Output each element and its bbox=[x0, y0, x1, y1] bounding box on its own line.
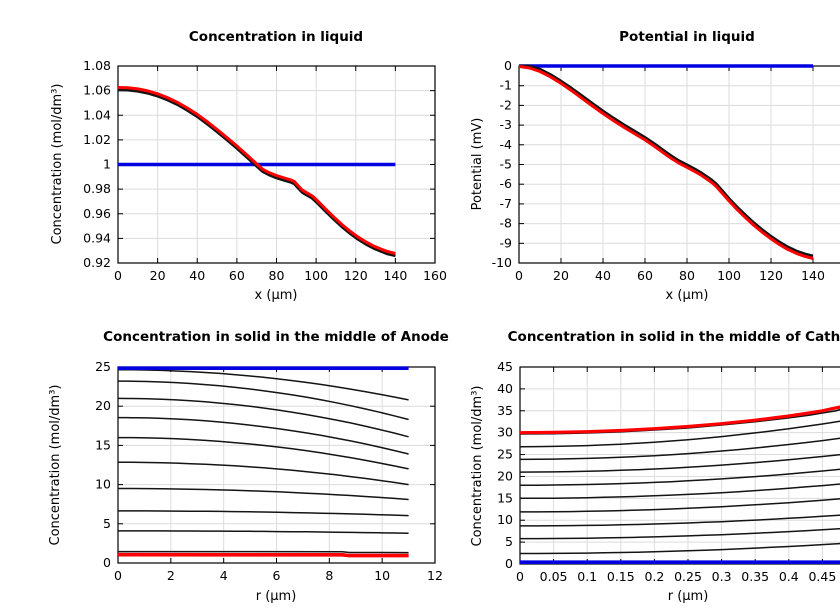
svg-text:-6: -6 bbox=[500, 176, 513, 191]
svg-text:120: 120 bbox=[759, 268, 783, 283]
svg-text:20: 20 bbox=[497, 468, 513, 483]
svg-text:140: 140 bbox=[801, 268, 825, 283]
svg-text:4: 4 bbox=[220, 568, 228, 583]
x-axis-label: x (µm) bbox=[254, 288, 298, 303]
svg-text:10: 10 bbox=[374, 568, 390, 583]
svg-text:80: 80 bbox=[679, 268, 695, 283]
svg-text:-2: -2 bbox=[500, 97, 512, 112]
plot-cathode-solid-concentration: Concentration in solid in the middle of … bbox=[460, 316, 840, 616]
svg-text:0: 0 bbox=[114, 268, 122, 283]
svg-text:2: 2 bbox=[167, 568, 175, 583]
plot-canvas-anode-solid-concentration: 0 2 4 6 8 10 12 0 5 10 15 20 25 bbox=[95, 359, 443, 583]
svg-text:15: 15 bbox=[95, 437, 111, 452]
svg-text:0: 0 bbox=[505, 556, 513, 571]
svg-text:12: 12 bbox=[427, 568, 443, 583]
svg-text:0.3: 0.3 bbox=[712, 569, 732, 584]
svg-text:20: 20 bbox=[95, 398, 111, 413]
plot-liquid-potential: Potential in liquid Potential (mV) 0 20 40… bbox=[460, 16, 840, 316]
plot-canvas-liquid-concentration: 0 20 40 60 80 100 120 140 160 0.92 0.94 0.96 0.98 1 1.… bbox=[83, 58, 447, 283]
svg-text:0: 0 bbox=[504, 58, 512, 73]
svg-text:0: 0 bbox=[516, 569, 524, 584]
svg-text:-5: -5 bbox=[500, 157, 512, 172]
svg-text:-1: -1 bbox=[500, 78, 512, 93]
svg-text:10: 10 bbox=[95, 477, 111, 492]
svg-text:5: 5 bbox=[103, 516, 111, 531]
plot-liquid-concentration: Concentration in liquid Concentration (m… bbox=[40, 16, 460, 316]
plot-title: Concentration in solid in the middle of … bbox=[103, 329, 449, 345]
svg-text:0.1: 0.1 bbox=[577, 569, 597, 584]
svg-text:80: 80 bbox=[269, 268, 285, 283]
svg-text:1.08: 1.08 bbox=[83, 58, 111, 73]
plot-anode-solid-concentration: Concentration in solid in the middle of … bbox=[40, 316, 460, 616]
x-axis-label: x (µm) bbox=[665, 288, 709, 303]
svg-text:10: 10 bbox=[497, 512, 513, 527]
svg-text:-10: -10 bbox=[492, 255, 512, 270]
plot-canvas-cathode-solid-concentration: 00.050.10.150.20.250.30.350.40.450.50510… bbox=[497, 359, 840, 584]
svg-text:15: 15 bbox=[497, 490, 513, 505]
plot-title: Concentration in solid in the middle of … bbox=[507, 329, 840, 345]
svg-text:0: 0 bbox=[515, 268, 523, 283]
svg-text:-4: -4 bbox=[500, 137, 513, 152]
svg-text:0.2: 0.2 bbox=[644, 569, 664, 584]
svg-text:0.94: 0.94 bbox=[83, 230, 111, 245]
svg-text:5: 5 bbox=[505, 534, 513, 549]
svg-text:1.02: 1.02 bbox=[83, 132, 111, 147]
svg-text:140: 140 bbox=[383, 268, 407, 283]
svg-text:0.05: 0.05 bbox=[540, 569, 568, 584]
svg-text:0.45: 0.45 bbox=[808, 569, 836, 584]
svg-text:0.25: 0.25 bbox=[674, 569, 702, 584]
svg-text:-7: -7 bbox=[500, 196, 512, 211]
svg-text:100: 100 bbox=[304, 268, 328, 283]
plot-title: Potential in liquid bbox=[619, 29, 755, 45]
svg-text:-3: -3 bbox=[500, 117, 512, 132]
svg-text:0.92: 0.92 bbox=[83, 255, 111, 270]
figure-grid: { "page": {"background": "#ffffff"}, "co… bbox=[40, 16, 840, 604]
plot-canvas-liquid-potential: 0204060801001201401600-1-2-3-4-5-6-7-8-9… bbox=[492, 58, 840, 283]
svg-text:40: 40 bbox=[595, 268, 611, 283]
svg-text:0.4: 0.4 bbox=[779, 569, 799, 584]
x-axis-label: r (µm) bbox=[255, 589, 297, 604]
svg-text:30: 30 bbox=[497, 425, 513, 440]
svg-text:8: 8 bbox=[325, 568, 333, 583]
svg-text:1.06: 1.06 bbox=[83, 83, 111, 98]
svg-text:100: 100 bbox=[717, 268, 741, 283]
svg-text:0.98: 0.98 bbox=[83, 181, 111, 196]
svg-text:0: 0 bbox=[103, 555, 111, 570]
svg-text:1: 1 bbox=[103, 157, 111, 172]
svg-text:120: 120 bbox=[344, 268, 368, 283]
svg-text:160: 160 bbox=[423, 268, 447, 283]
svg-text:1.04: 1.04 bbox=[83, 107, 111, 122]
plot-title: Concentration in liquid bbox=[188, 29, 364, 45]
svg-text:40: 40 bbox=[189, 268, 205, 283]
svg-text:0: 0 bbox=[114, 568, 122, 583]
svg-text:25: 25 bbox=[95, 359, 111, 374]
svg-text:0.35: 0.35 bbox=[741, 569, 769, 584]
x-axis-label: r (µm) bbox=[667, 589, 709, 604]
svg-text:20: 20 bbox=[150, 268, 166, 283]
svg-text:-8: -8 bbox=[500, 216, 513, 231]
svg-text:60: 60 bbox=[637, 268, 653, 283]
svg-text:45: 45 bbox=[497, 359, 513, 374]
svg-text:20: 20 bbox=[553, 268, 569, 283]
svg-text:-9: -9 bbox=[500, 235, 513, 250]
svg-text:40: 40 bbox=[497, 381, 513, 396]
svg-text:6: 6 bbox=[273, 568, 281, 583]
svg-text:25: 25 bbox=[497, 447, 513, 462]
svg-text:60: 60 bbox=[229, 268, 245, 283]
svg-text:0.96: 0.96 bbox=[83, 206, 111, 221]
svg-text:35: 35 bbox=[497, 403, 513, 418]
svg-text:0.15: 0.15 bbox=[607, 569, 635, 584]
